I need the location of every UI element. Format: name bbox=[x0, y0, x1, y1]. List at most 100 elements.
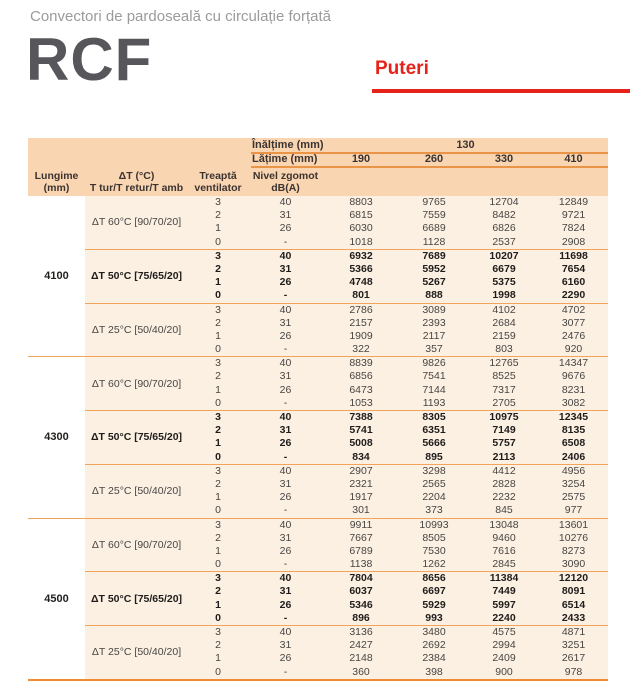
power-cell: 2705 bbox=[492, 396, 516, 409]
power-cell: 2427 bbox=[349, 639, 373, 652]
power-cell: 2321 bbox=[349, 477, 373, 490]
table-row: 2 31 6037 6697 7449 8091 bbox=[188, 585, 608, 598]
power-cell: 6697 bbox=[422, 585, 446, 598]
fan-step-cell: 2 bbox=[215, 639, 221, 652]
power-cell: 4871 bbox=[561, 626, 586, 638]
power-cell: 900 bbox=[495, 665, 513, 678]
power-cell: 6351 bbox=[422, 424, 446, 437]
power-cell: 3480 bbox=[422, 626, 446, 638]
fan-step-cell: 1 bbox=[215, 276, 221, 289]
product-title: RCF bbox=[26, 26, 153, 93]
delta-t-label: ΔT 60°C [90/70/20] bbox=[91, 377, 182, 390]
noise-cell: 31 bbox=[279, 262, 292, 275]
power-cell: 7559 bbox=[422, 209, 446, 222]
power-cell: 2684 bbox=[492, 316, 516, 329]
table-row: 1 26 5008 5666 5757 6508 bbox=[188, 437, 608, 450]
noise-cell: 40 bbox=[279, 249, 292, 262]
power-cell: 2565 bbox=[422, 477, 446, 490]
power-cell: 5366 bbox=[349, 262, 373, 275]
noise-cell: - bbox=[283, 396, 288, 409]
fan-step-cell: 0 bbox=[215, 558, 221, 571]
fan-step-cell: 0 bbox=[215, 665, 221, 678]
delta-t-block: ΔT 60°C [90/70/20] 3 40 8803 9765 12704 12849 2… bbox=[85, 196, 608, 249]
power-cell: 993 bbox=[425, 611, 443, 624]
length-group-4500: 4500 ΔT 60°C [90/70/20] 3 40 9911 10993 13048 1… bbox=[28, 518, 608, 679]
noise-cell: 40 bbox=[279, 196, 292, 208]
delta-t-header-line2: T tur/T retur/T amb bbox=[89, 181, 184, 194]
column-header-noise: Nivel zgomot dB(A) bbox=[248, 167, 323, 196]
width-260: 260 bbox=[424, 153, 444, 165]
power-cell: 2537 bbox=[492, 235, 516, 248]
delta-t-label: ΔT 60°C [90/70/20] bbox=[91, 538, 182, 551]
power-cell: 2907 bbox=[349, 464, 373, 477]
delta-t-block: ΔT 25°C [50/40/20] 3 40 3136 3480 4575 4871 2 31… bbox=[85, 626, 608, 679]
noise-cell: - bbox=[283, 665, 288, 678]
power-cell: 2113 bbox=[492, 450, 516, 463]
column-header-length: Lungime (mm) bbox=[28, 167, 85, 196]
power-cell: 3136 bbox=[349, 626, 373, 638]
power-cell: 8525 bbox=[492, 370, 516, 383]
power-cell: 5346 bbox=[349, 598, 373, 611]
delta-t-rows: 3 40 8803 9765 12704 12849 2 31 6815 7559 8482 9721… bbox=[188, 196, 608, 249]
noise-cell: 31 bbox=[279, 639, 292, 652]
group-rows: ΔT 60°C [90/70/20] 3 40 8803 9765 12704 12849 2… bbox=[85, 196, 608, 357]
power-cell: 6856 bbox=[349, 370, 373, 383]
noise-cell: 26 bbox=[279, 329, 292, 342]
table-row: 0 - 801 888 1998 2290 bbox=[188, 289, 608, 302]
power-cell: 1138 bbox=[349, 558, 373, 571]
table-row: 0 - 834 895 2113 2406 bbox=[188, 451, 608, 464]
table-row: 1 26 6789 7530 7616 8273 bbox=[188, 545, 608, 558]
power-cell: 3077 bbox=[561, 316, 586, 329]
power-cell: 3254 bbox=[561, 477, 586, 490]
noise-cell: 40 bbox=[279, 518, 292, 531]
power-cell: 7824 bbox=[561, 222, 586, 235]
power-cell: 5997 bbox=[492, 598, 516, 611]
power-cell: 2994 bbox=[492, 639, 516, 652]
power-cell: 2117 bbox=[422, 329, 446, 342]
power-cell: 9676 bbox=[561, 370, 586, 383]
power-cell: 8482 bbox=[492, 209, 516, 222]
power-cell: 7144 bbox=[422, 383, 446, 396]
width-330: 330 bbox=[494, 153, 514, 165]
power-cell: 6160 bbox=[561, 276, 586, 289]
table-row: 0 - 301 373 845 977 bbox=[188, 504, 608, 517]
fan-step-cell: 2 bbox=[215, 370, 221, 383]
power-cell: 920 bbox=[564, 343, 583, 356]
power-cell: 10276 bbox=[558, 531, 589, 544]
fan-step-cell: 1 bbox=[215, 544, 221, 557]
power-cell: 7317 bbox=[492, 383, 516, 396]
power-cell: 1018 bbox=[349, 235, 373, 248]
noise-cell: - bbox=[283, 450, 288, 463]
power-cell: 10975 bbox=[489, 411, 519, 423]
fan-step-cell: 3 bbox=[215, 303, 221, 316]
fan-step-cell: 0 bbox=[215, 396, 221, 409]
power-cell: 2157 bbox=[349, 316, 373, 329]
header-rule-1 bbox=[251, 152, 608, 154]
power-cell: 11384 bbox=[489, 572, 519, 585]
table-row: 0 - 1138 1262 2845 3090 bbox=[188, 558, 608, 571]
power-cell: 9460 bbox=[492, 531, 516, 544]
fan-step-cell: 0 bbox=[215, 611, 221, 624]
fan-step-cell: 2 bbox=[215, 477, 221, 490]
power-cell: 5666 bbox=[422, 437, 446, 450]
power-cell: 7804 bbox=[349, 572, 373, 585]
table-row: 2 31 5741 6351 7149 8135 bbox=[188, 424, 608, 437]
power-cell: 301 bbox=[352, 504, 370, 517]
noise-cell: 31 bbox=[279, 316, 292, 329]
power-cell: 5375 bbox=[492, 276, 516, 289]
table-row: 3 40 6932 7689 10207 11698 bbox=[188, 250, 608, 263]
table-row: 3 40 8839 9826 12765 14347 bbox=[188, 357, 608, 370]
table-row: 3 40 9911 10993 13048 13601 bbox=[188, 519, 608, 532]
table-body: 4100 ΔT 60°C [90/70/20] 3 40 8803 9765 12704 12… bbox=[28, 196, 608, 679]
delta-t-block: ΔT 25°C [50/40/20] 3 40 2907 3298 4412 4956 2 31… bbox=[85, 465, 608, 518]
table-row: 2 31 2157 2393 2684 3077 bbox=[188, 317, 608, 330]
noise-cell: 40 bbox=[279, 411, 292, 423]
power-cell: 2845 bbox=[492, 558, 516, 571]
power-cell: 13601 bbox=[558, 518, 589, 531]
power-cell: 8839 bbox=[349, 357, 373, 370]
power-cell: 5929 bbox=[422, 598, 446, 611]
fan-step-cell: 1 bbox=[215, 491, 221, 504]
fan-step-cell: 2 bbox=[215, 531, 221, 544]
power-cell: 8135 bbox=[561, 424, 586, 437]
power-cell: 7388 bbox=[349, 411, 373, 423]
